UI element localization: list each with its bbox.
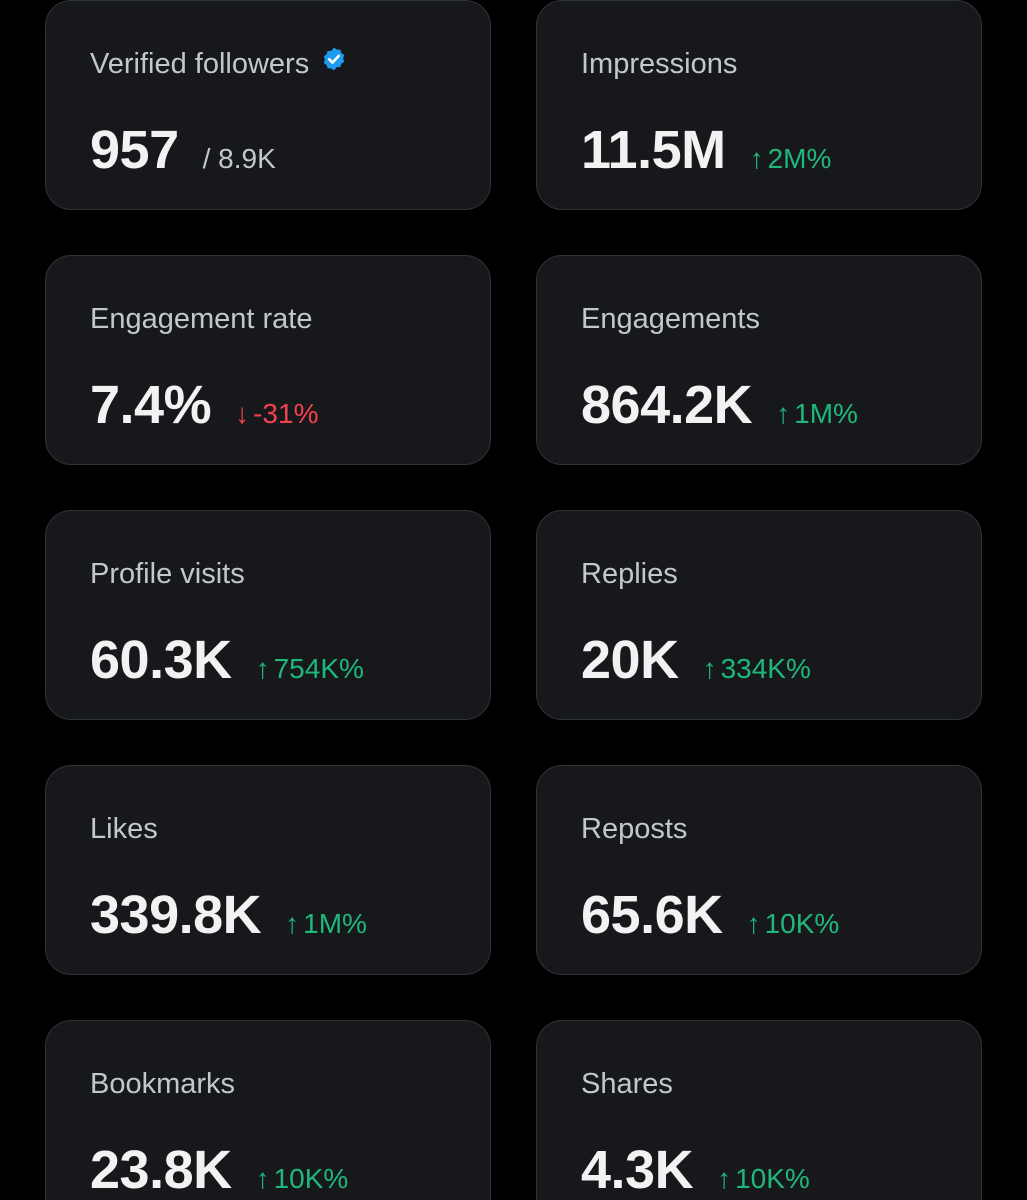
- card-engagements[interactable]: Engagements 864.2K ↑ 1M%: [536, 255, 982, 465]
- card-label: Bookmarks: [90, 1068, 236, 1100]
- card-change: ↑ 754K%: [256, 653, 364, 685]
- arrow-up-icon: ↑: [746, 908, 761, 939]
- card-value: 60.3K: [90, 630, 232, 690]
- card-value-row: 11.5M ↑ 2M%: [581, 119, 831, 181]
- card-change-value: 10K%: [273, 1163, 349, 1194]
- card-label: Impressions: [581, 48, 738, 80]
- card-value-row: 4.3K ↑ 10K%: [581, 1139, 810, 1200]
- card-verified-followers[interactable]: Verified followers 957 / 8.9K: [45, 0, 491, 210]
- card-change: ↑ 10K%: [747, 908, 840, 940]
- card-value: 11.5M: [581, 120, 726, 180]
- card-label-text: Verified followers: [90, 48, 310, 80]
- card-change-value: 10K%: [735, 1163, 810, 1194]
- card-bookmarks[interactable]: Bookmarks 23.8K ↑ 10K%: [45, 1020, 491, 1200]
- card-change-value: 1M%: [303, 908, 367, 939]
- card-impressions[interactable]: Impressions 11.5M ↑ 2M%: [536, 0, 982, 210]
- card-change-value: -31%: [253, 398, 319, 429]
- card-shares[interactable]: Shares 4.3K ↑ 10K%: [536, 1020, 982, 1200]
- card-value-row: 957 / 8.9K: [90, 119, 276, 181]
- card-change: ↑ 1M%: [776, 398, 858, 430]
- card-label: Engagements: [581, 303, 760, 335]
- card-value-row: 864.2K ↑ 1M%: [581, 374, 858, 436]
- card-value-row: 20K ↑ 334K%: [581, 629, 811, 691]
- card-value: 957: [90, 120, 179, 180]
- arrow-up-icon: ↑: [255, 653, 270, 684]
- card-value-row: 7.4% ↓ -31%: [90, 374, 318, 436]
- card-label: Shares: [581, 1068, 673, 1100]
- card-label: Profile visits: [90, 558, 245, 590]
- card-value: 7.4%: [90, 375, 212, 435]
- card-value: 65.6K: [581, 885, 723, 945]
- arrow-up-icon: ↑: [285, 908, 300, 939]
- card-label: Verified followers: [90, 45, 347, 83]
- card-change: ↑ 1M%: [285, 908, 367, 940]
- card-change-value: 754K%: [273, 653, 364, 684]
- card-change-value: 334K%: [720, 653, 811, 684]
- card-value: 864.2K: [581, 375, 753, 435]
- card-value-row: 60.3K ↑ 754K%: [90, 629, 364, 691]
- card-label: Engagement rate: [90, 303, 313, 335]
- card-change: ↑ 10K%: [256, 1163, 349, 1195]
- card-change: ↑ 2M%: [750, 143, 832, 175]
- card-profile-visits[interactable]: Profile visits 60.3K ↑ 754K%: [45, 510, 491, 720]
- card-change: ↑ 334K%: [703, 653, 811, 685]
- card-likes[interactable]: Likes 339.8K ↑ 1M%: [45, 765, 491, 975]
- arrow-up-icon: ↑: [702, 653, 717, 684]
- card-value-row: 65.6K ↑ 10K%: [581, 884, 839, 946]
- card-value: 339.8K: [90, 885, 262, 945]
- card-label: Replies: [581, 558, 678, 590]
- card-change: ↑ 10K%: [717, 1163, 810, 1195]
- arrow-up-icon: ↑: [255, 1163, 270, 1194]
- arrow-up-icon: ↑: [749, 143, 764, 174]
- card-change-value: 10K%: [764, 908, 840, 939]
- card-label: Likes: [90, 813, 158, 845]
- card-value-row: 23.8K ↑ 10K%: [90, 1139, 348, 1200]
- verified-badge-icon: [321, 44, 347, 82]
- card-value: 23.8K: [90, 1140, 232, 1200]
- card-value-row: 339.8K ↑ 1M%: [90, 884, 367, 946]
- arrow-up-icon: ↑: [717, 1163, 732, 1194]
- arrow-up-icon: ↑: [776, 398, 791, 429]
- card-change: ↓ -31%: [235, 398, 318, 430]
- card-change-value: 1M%: [794, 398, 858, 429]
- card-reposts[interactable]: Reposts 65.6K ↑ 10K%: [536, 765, 982, 975]
- card-sub-value: / 8.9K: [202, 143, 276, 174]
- card-change-value: 2M%: [767, 143, 832, 174]
- card-label: Reposts: [581, 813, 688, 845]
- arrow-down-icon: ↓: [235, 398, 250, 429]
- card-value: 20K: [581, 630, 679, 690]
- card-value: 4.3K: [581, 1140, 694, 1200]
- card-engagement-rate[interactable]: Engagement rate 7.4% ↓ -31%: [45, 255, 491, 465]
- card-replies[interactable]: Replies 20K ↑ 334K%: [536, 510, 982, 720]
